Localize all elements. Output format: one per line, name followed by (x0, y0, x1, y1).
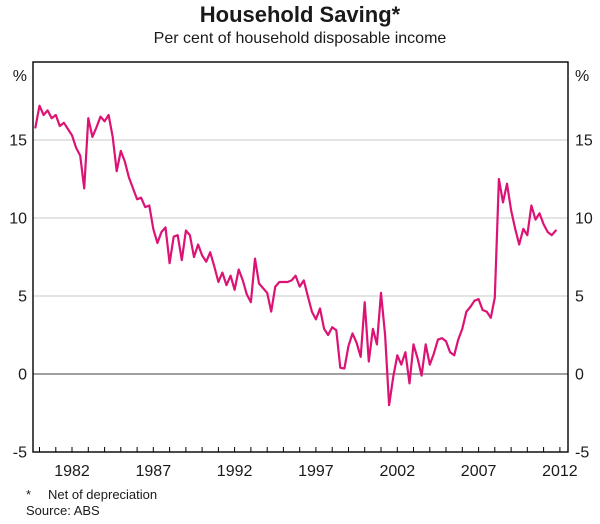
x-axis-label: 2002 (380, 463, 416, 480)
x-axis-label: 1992 (217, 463, 253, 480)
plot-frame (32, 61, 569, 453)
source-note: Source: ABS (26, 503, 100, 518)
x-axis-label: 1997 (298, 463, 334, 480)
footnote-text: Net of depreciation (48, 487, 158, 502)
x-axis-label: 2012 (542, 463, 578, 480)
y-axis-label-right: 5 (575, 289, 584, 306)
y-axis-label-right: 10 (575, 211, 593, 228)
footnote: * Net of depreciation (26, 487, 157, 502)
y-axis-label-right: 0 (575, 367, 584, 384)
y-axis-label-right: 15 (575, 133, 593, 150)
y-axis-unit-right: % (575, 68, 589, 85)
saving-ratio-line (34, 104, 557, 407)
x-axis-label: 1982 (54, 463, 90, 480)
chart-title: Household Saving* (199, 2, 401, 27)
y-axis-unit-left: % (13, 68, 27, 85)
x-axis-label: 2007 (461, 463, 497, 480)
y-axis-label-left: 10 (9, 211, 27, 228)
y-axis-label-left: 15 (9, 133, 27, 150)
y-axis-label-left: 5 (18, 289, 27, 306)
y-axis-label-left: 0 (18, 367, 27, 384)
footnote-marker: * (26, 487, 32, 502)
y-axis-label-right: -5 (575, 445, 589, 462)
x-axis-label: 1987 (136, 463, 172, 480)
chart-subtitle: Per cent of household disposable income (153, 30, 447, 47)
y-axis-label-left: -5 (13, 445, 27, 462)
